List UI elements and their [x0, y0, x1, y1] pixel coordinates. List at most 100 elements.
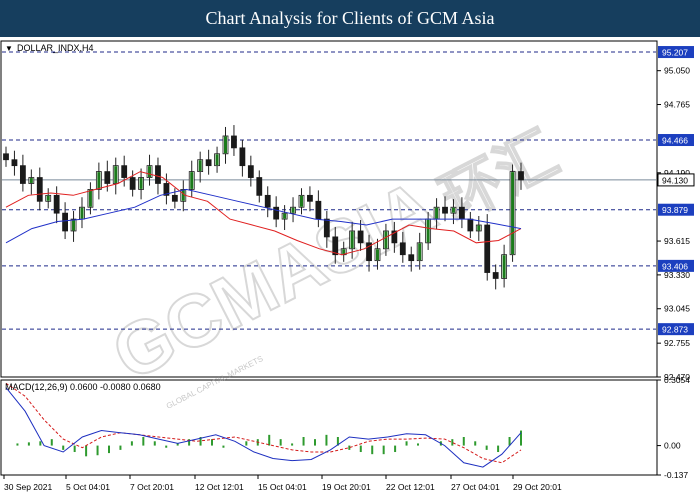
price-tick-label: 93.615 [664, 236, 690, 246]
candle-bull-fill [29, 178, 33, 183]
candle-bear [467, 218, 474, 232]
candle-bull-fill [139, 178, 143, 189]
macd-panel-frame [0, 379, 658, 476]
price-panel-frame [0, 40, 658, 378]
level-badge-label: 92.873 [662, 325, 688, 335]
price-tick-label: 93.330 [664, 270, 690, 280]
candle-bear [247, 165, 254, 178]
macd-axis: 0.3054 0.00 -0.137 [657, 375, 690, 480]
candle-bull-fill [46, 195, 50, 201]
time-tick-label: 29 Oct 20:01 [513, 482, 562, 492]
candle-bear [492, 272, 499, 279]
candle-bear [231, 135, 237, 149]
level-badge [658, 134, 694, 147]
candle-bear [121, 165, 128, 178]
candle-bear [399, 242, 406, 256]
candle-bull-fill [114, 166, 118, 183]
candle-bull-fill [342, 249, 346, 255]
candle-bear [459, 206, 465, 220]
macd-indicator [5, 382, 522, 468]
candle-bull-fill [181, 189, 185, 201]
price-tick-label: 95.050 [664, 66, 690, 76]
candle-bull-fill [426, 219, 430, 243]
candle-bear [442, 206, 448, 214]
time-tick-label: 5 Oct 04:01 [66, 482, 110, 492]
moving-averages [5, 171, 522, 256]
price-tick-label: 94.765 [664, 100, 690, 110]
price-tick-label: 94.190 [664, 168, 690, 178]
candle-bull-fill [291, 207, 295, 213]
macd-tick-label: 0.3054 [664, 375, 690, 385]
level-badge [658, 203, 694, 216]
candle-bull-fill [418, 243, 422, 261]
time-tick-label: 19 Oct 20:01 [322, 482, 371, 492]
time-tick-label: 12 Oct 12:01 [195, 482, 244, 492]
candle-bear [307, 194, 313, 202]
candle-bull-fill [88, 189, 92, 207]
candle-bear [36, 177, 43, 202]
time-tick-label: 30 Sep 2021 [4, 482, 52, 492]
candle-bear [171, 194, 178, 202]
candle-bear [19, 165, 26, 184]
macd-label: MACD(12,26,9) 0.0600 -0.0080 0.0680 [5, 382, 161, 392]
candle-bear [163, 183, 170, 196]
page-title: Chart Analysis for Clients of GCM Asia [205, 8, 495, 28]
level-badge-label: 93.406 [662, 261, 688, 271]
candle-bull-fill [148, 166, 152, 178]
candle-bear [366, 242, 372, 262]
candle-bear [315, 200, 322, 220]
candle-bull-fill [283, 213, 287, 219]
candle-bull-fill [511, 172, 515, 255]
price-tick-label: 92.470 [664, 372, 690, 382]
chart-area[interactable]: GCMASIA 环汇 GLOBAL CAPITAL MARKETS 95.050… [0, 37, 700, 500]
candle-bear [104, 171, 111, 184]
chart-menu-icon[interactable]: ▼ [5, 44, 13, 53]
candle-bull-fill [215, 154, 219, 166]
candle-bear [391, 230, 398, 244]
time-tick-label: 27 Oct 04:01 [451, 482, 500, 492]
candle-bear [518, 171, 524, 181]
candle-bear [332, 236, 339, 256]
candle-bear [155, 165, 161, 184]
candle-bull-fill [80, 207, 84, 219]
candle-bear [53, 194, 60, 214]
candle-bull-fill [502, 255, 506, 278]
time-tick-label: 15 Oct 04:01 [258, 482, 307, 492]
candle-bear [3, 153, 9, 161]
candle-bull-fill [375, 249, 379, 261]
candle-bear [264, 194, 271, 208]
price-levels [2, 51, 656, 330]
ma-fast-line [5, 171, 522, 256]
candle-bull-fill [384, 231, 388, 249]
candle-bear [323, 218, 330, 238]
candle-bull-fill [224, 136, 228, 154]
candle-bear [256, 177, 263, 196]
candle-bear [408, 254, 415, 262]
current-price-label: 94.130 [662, 175, 688, 185]
time-tick-label: 7 Oct 20:01 [130, 482, 174, 492]
candle-bear [484, 224, 491, 273]
candle-bull-fill [435, 207, 439, 219]
symbol-label: DOLLAR_INDX,H4 [17, 43, 94, 53]
candle-bear [239, 147, 246, 167]
candle-bull-fill [72, 219, 76, 231]
price-tick-label: 92.755 [664, 338, 690, 348]
candle-bear [357, 230, 364, 244]
price-axis: 95.050 94.765 94.190 93.615 93.330 93.045 92.7… [657, 66, 690, 382]
candle-bull-fill [477, 225, 481, 231]
level-badge-label: 95.207 [662, 48, 688, 58]
candle-bull-fill [198, 160, 202, 172]
macd-tick-label: -0.137 [664, 470, 688, 480]
ma-slow-line [5, 188, 522, 244]
level-badge-label: 94.466 [662, 136, 688, 146]
time-axis: 30 Sep 2021 5 Oct 04:01 7 Oct 20:01 12 Oct … [3, 475, 562, 492]
candle-bull-fill [299, 195, 303, 207]
macd-tick-label: 0.00 [664, 441, 681, 451]
price-tick-label: 93.045 [664, 304, 690, 314]
current-price-badge [657, 173, 695, 187]
level-badge [658, 46, 694, 59]
level-badge [658, 323, 694, 336]
candle-bear [11, 159, 18, 167]
level-badge [658, 259, 694, 272]
candle-bull-fill [190, 172, 194, 189]
